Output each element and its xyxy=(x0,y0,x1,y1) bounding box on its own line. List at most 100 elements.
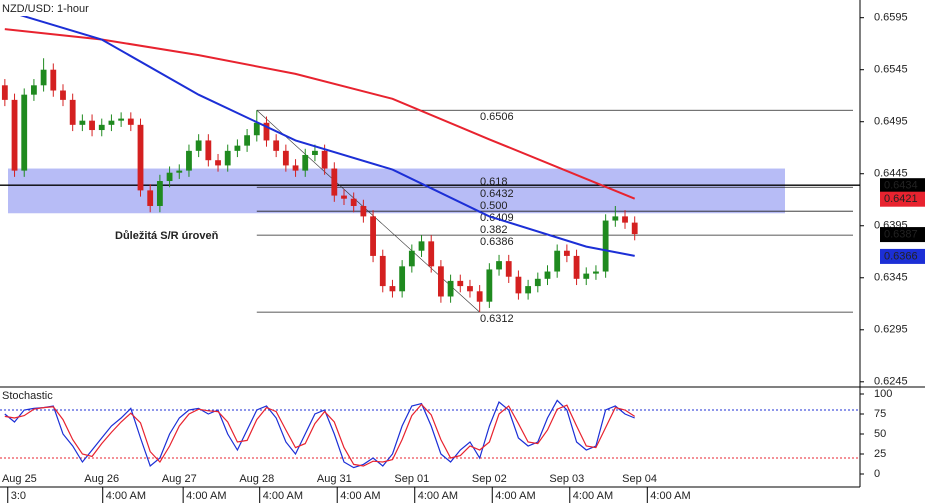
stochastic-tick-label: 50 xyxy=(874,428,886,440)
sr-level-label-bg xyxy=(880,178,925,194)
y-tick-label: 0.6545 xyxy=(874,64,908,76)
candle-body xyxy=(593,271,599,274)
candle-body xyxy=(98,124,105,131)
candle-body xyxy=(60,90,66,100)
candle-body xyxy=(341,195,347,199)
price-label: 0.6387 xyxy=(884,228,918,240)
y-tick-label: 0.6595 xyxy=(874,12,908,24)
time-label: 4:00 AM xyxy=(263,490,303,502)
candle-body xyxy=(360,205,367,217)
candle-body xyxy=(195,140,202,151)
candle-body xyxy=(50,69,57,91)
date-label: Aug 31 xyxy=(317,473,352,485)
candle-body xyxy=(350,198,357,206)
stochastic-line xyxy=(4,399,635,469)
candle-body xyxy=(253,122,260,136)
candle-body xyxy=(282,150,289,166)
time-label: 4:00 AM xyxy=(340,490,380,502)
title-bg xyxy=(0,0,100,16)
candle-body xyxy=(370,216,376,256)
candle-body xyxy=(312,150,318,156)
sr-zone xyxy=(8,168,785,214)
stochastic-tick-label: 0 xyxy=(874,468,880,480)
candle-body xyxy=(389,286,396,292)
candle-body xyxy=(137,124,144,191)
candle-body xyxy=(476,291,483,302)
chart-title: NZD/USD: 1-hour xyxy=(2,3,89,15)
candle-body xyxy=(215,160,221,166)
date-label: Aug 26 xyxy=(84,473,119,485)
candle-body xyxy=(573,255,580,279)
ma-label-bg xyxy=(880,248,925,264)
time-label: 4:00 AM xyxy=(573,490,613,502)
fib-ratio-label: 0.500 xyxy=(480,200,508,212)
candle-body xyxy=(244,135,251,146)
candle-body xyxy=(554,250,561,272)
date-label: Sep 03 xyxy=(549,473,584,485)
candle-body xyxy=(118,118,125,121)
candle-body xyxy=(302,155,309,171)
moving-average xyxy=(4,9,635,257)
fib-ratio-label: 0.618 xyxy=(480,176,508,188)
candle-body xyxy=(147,190,154,206)
candle-body xyxy=(273,140,280,151)
candle-body xyxy=(447,280,454,297)
time-label: 4:00 AM xyxy=(418,490,458,502)
candle-body xyxy=(486,269,493,302)
candle-body xyxy=(40,69,47,86)
time-label: 4:00 AM xyxy=(186,490,226,502)
candle-body xyxy=(583,273,590,279)
date-label: Sep 01 xyxy=(394,473,429,485)
annotation: Důležitá S/R úroveň xyxy=(115,230,219,242)
time-label: 3:0 xyxy=(11,490,26,502)
candle-body xyxy=(525,286,532,294)
candle-body xyxy=(544,271,551,279)
ma-label: 0.6421 xyxy=(884,193,918,205)
candle-body xyxy=(505,261,512,277)
date-label: Sep 04 xyxy=(622,473,657,485)
candle-body xyxy=(534,278,541,287)
candle-body xyxy=(515,276,522,294)
y-tick-label: 0.6245 xyxy=(874,376,908,388)
ma-label-bg xyxy=(880,191,925,207)
candle-body xyxy=(631,222,638,235)
time-label: 4:00 AM xyxy=(650,490,690,502)
candle-body xyxy=(166,172,173,182)
y-tick-label: 0.6495 xyxy=(874,116,908,128)
time-label: 4:00 AM xyxy=(106,490,146,502)
stochastic-title: Stochastic xyxy=(2,390,53,402)
candle-body xyxy=(467,286,473,292)
candle-body xyxy=(224,150,231,166)
candle-body xyxy=(408,250,415,267)
candle-body xyxy=(602,220,609,272)
candle-body xyxy=(205,140,212,161)
fib-price-label: 0.6386 xyxy=(480,236,514,248)
y-tick-label: 0.6345 xyxy=(874,272,908,284)
candle-body xyxy=(622,216,628,223)
candle-body xyxy=(31,85,37,95)
y-tick-label: 0.6295 xyxy=(874,324,908,336)
moving-average xyxy=(4,28,636,200)
candle-body xyxy=(263,122,270,141)
candle-body xyxy=(563,250,570,256)
candle-body xyxy=(79,120,86,125)
candle-body xyxy=(379,255,386,287)
fib-price-label: 0.6506 xyxy=(480,111,514,123)
candle-body xyxy=(399,266,406,292)
date-label: Aug 28 xyxy=(239,473,274,485)
fib-price-label: 0.6432 xyxy=(480,188,514,200)
y-tick-label: 0.6445 xyxy=(874,168,908,180)
sr-level-label: 0.6434 xyxy=(884,180,918,192)
candle-body xyxy=(496,261,502,270)
candle-body xyxy=(418,241,425,251)
candle-body xyxy=(176,170,183,173)
candle-body xyxy=(21,94,28,171)
date-label: Sep 02 xyxy=(472,473,507,485)
ma-label: 0.6366 xyxy=(884,250,918,262)
candle-body xyxy=(1,85,8,100)
candle-body xyxy=(127,118,134,125)
stochastic-tick-label: 100 xyxy=(874,388,892,400)
